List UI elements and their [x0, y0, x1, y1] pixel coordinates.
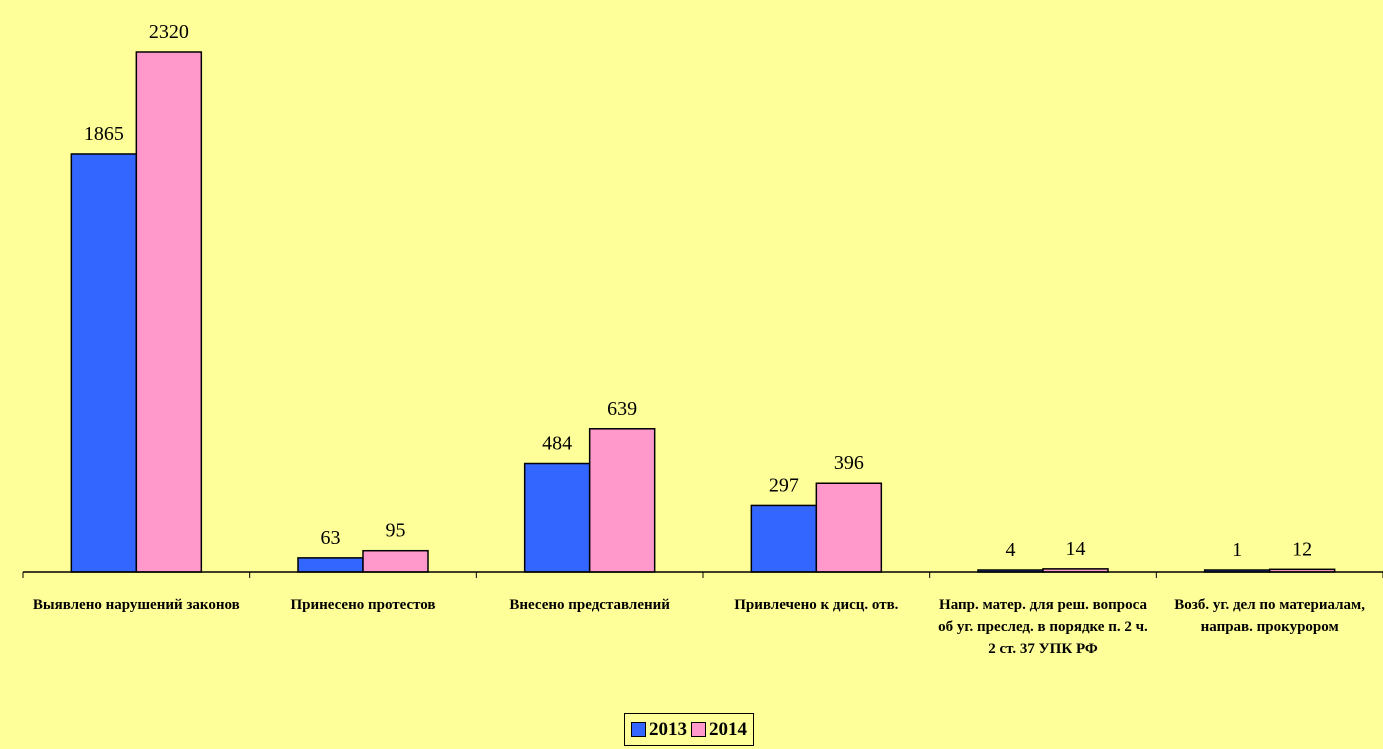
- legend-item-2013: 2013: [631, 719, 687, 741]
- legend-swatch-2014: [691, 722, 706, 737]
- bar-2013-0: [70, 153, 138, 573]
- data-label-2013-4: 4: [1006, 539, 1016, 561]
- data-label-2013-0: 1865: [84, 123, 124, 145]
- data-label-2014-1: 95: [386, 520, 406, 542]
- category-label-4: Напр. матер. для реш. вопроса об уг. пре…: [938, 597, 1148, 657]
- bar-2013-1: [297, 557, 364, 573]
- data-label-2013-5: 1: [1232, 539, 1242, 561]
- legend-swatch-2013: [631, 722, 646, 737]
- data-label-2014-3: 396: [834, 452, 864, 474]
- data-label-2013-3: 297: [769, 474, 799, 496]
- bar-2014-0: [135, 51, 203, 573]
- data-label-2013-2: 484: [542, 433, 572, 455]
- data-label-2014-2: 639: [607, 398, 637, 420]
- bar-2014-1: [362, 549, 429, 573]
- bar-2014-3: [815, 482, 883, 573]
- category-label-1: Принесено протестов: [290, 597, 436, 613]
- bar-2014-2: [588, 428, 656, 573]
- data-label-2013-1: 63: [321, 527, 341, 549]
- legend-label-2013: 2013: [649, 718, 687, 740]
- category-label-5: Возб. уг. дел по материалам, направ. про…: [1174, 597, 1366, 635]
- category-label-3: Привлечено к дисц. отв.: [734, 597, 899, 613]
- legend: 2013 2014: [624, 713, 754, 746]
- category-label-2: Внесено представлений: [509, 597, 670, 613]
- category-label-0: Выявлено нарушений законов: [32, 597, 240, 613]
- legend-label-2014: 2014: [709, 718, 747, 740]
- data-label-2014-5: 12: [1292, 538, 1312, 560]
- data-label-2014-0: 2320: [149, 21, 189, 43]
- legend-item-2014: 2014: [691, 719, 747, 741]
- bar-2013-3: [750, 504, 818, 573]
- bar-2013-2: [523, 462, 591, 573]
- data-label-2014-4: 14: [1066, 538, 1086, 560]
